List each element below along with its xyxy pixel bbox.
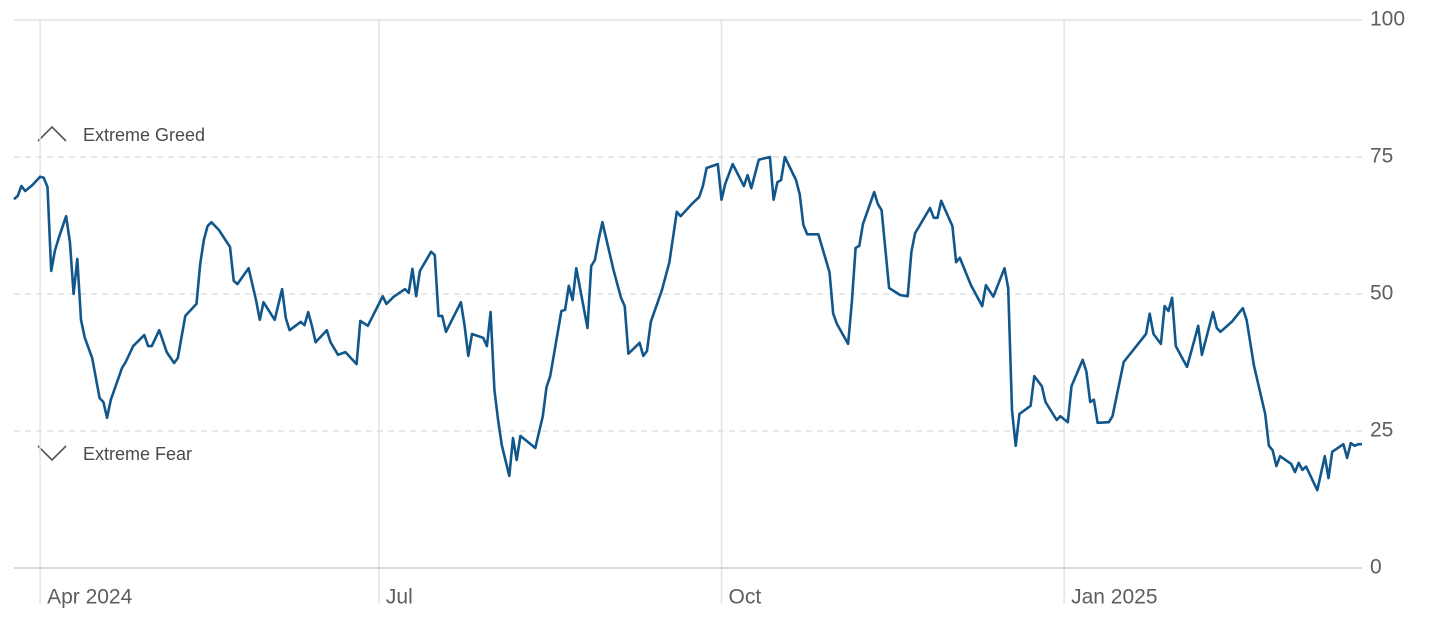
- annotation: Extreme Fear: [83, 444, 192, 464]
- fear-icon: [37, 445, 67, 462]
- y-tick-label: 50: [1370, 282, 1393, 305]
- x-tick-label: Oct: [729, 586, 762, 609]
- x-tick-label: Apr 2024: [47, 586, 133, 609]
- x-tick-label: Jan 2025: [1071, 586, 1157, 609]
- y-tick-label: 100: [1370, 8, 1405, 31]
- line-series: [13, 155, 1362, 492]
- y-tick-label: 25: [1370, 419, 1393, 442]
- x-tick-label: Jul: [386, 586, 413, 609]
- annotation: Extreme Greed: [83, 125, 205, 145]
- y-tick-label: 75: [1370, 145, 1393, 168]
- y-tick-label: 0: [1370, 556, 1382, 579]
- greed-icon: [37, 125, 67, 142]
